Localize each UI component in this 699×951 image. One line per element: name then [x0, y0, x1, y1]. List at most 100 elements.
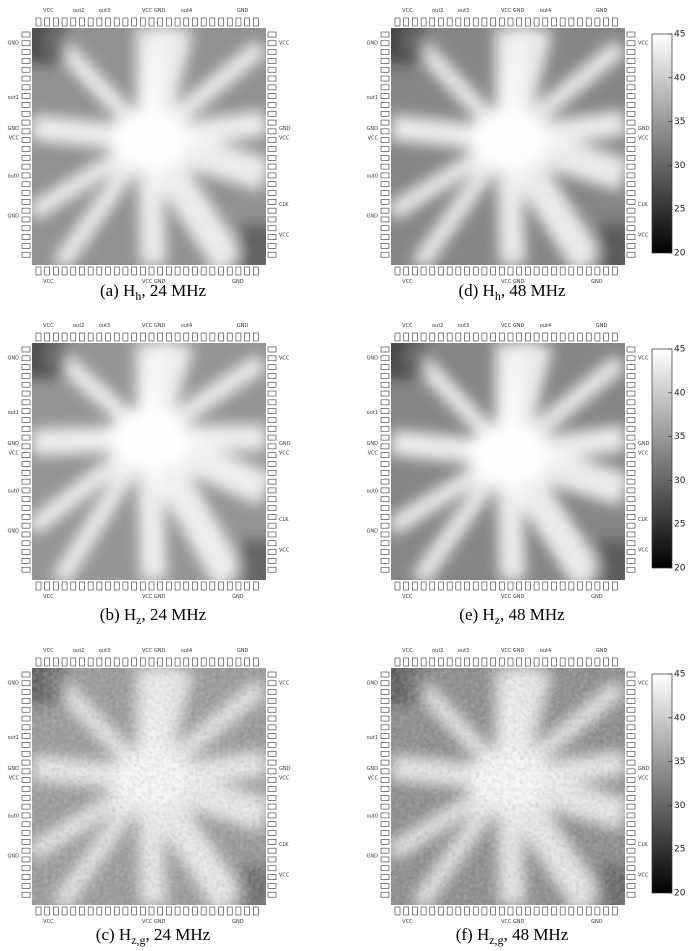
pin: [106, 658, 111, 666]
pin: [268, 199, 276, 204]
pin: [22, 400, 30, 405]
pin: [627, 365, 635, 370]
pin: [268, 769, 276, 774]
pin: [560, 907, 565, 915]
colorbar-tick-label: 45: [674, 670, 685, 680]
pin: [236, 333, 241, 341]
pin: [184, 267, 189, 275]
pin: [97, 333, 102, 341]
pin-label: out0: [8, 488, 19, 494]
pin-label: CLK: [638, 517, 648, 523]
pin: [53, 582, 58, 590]
pin: [184, 333, 189, 341]
pin: [627, 235, 635, 240]
pin: [166, 658, 171, 666]
pin-label: out1: [367, 735, 378, 741]
caption-prefix: (d) H: [458, 281, 494, 300]
pin: [465, 907, 470, 915]
pin: [62, 267, 67, 275]
pin: [627, 672, 635, 677]
pin: [175, 907, 180, 915]
pin: [22, 426, 30, 431]
pin: [430, 582, 435, 590]
pin: [534, 658, 539, 666]
pin: [627, 356, 635, 361]
pin: [586, 267, 591, 275]
pin: [627, 470, 635, 475]
pin: [404, 582, 409, 590]
pin: [473, 658, 478, 666]
center: [468, 424, 548, 484]
pin: [22, 698, 30, 703]
pin: [268, 523, 276, 528]
pin: [88, 658, 93, 666]
pin: [456, 582, 461, 590]
pin: [79, 333, 84, 341]
pin: [627, 698, 635, 703]
pin: [543, 582, 548, 590]
pin: [22, 778, 30, 783]
pin-label: VCC: [43, 323, 54, 329]
pin-label: CLK: [279, 517, 289, 523]
pin: [22, 558, 30, 563]
pin: [381, 444, 389, 449]
pin: [499, 267, 504, 275]
pin: [22, 488, 30, 493]
caption: (e) Hz, 48 MHz: [459, 605, 565, 627]
pin: [114, 18, 119, 26]
pin: [627, 550, 635, 555]
pin: [612, 907, 617, 915]
pin: [36, 907, 41, 915]
pin: [71, 907, 76, 915]
pin: [499, 18, 504, 26]
pin: [627, 523, 635, 528]
pin-label: VCC: [638, 41, 649, 47]
pin: [268, 426, 276, 431]
pin: [140, 907, 145, 915]
pin: [627, 129, 635, 134]
pin-label: VCC: [368, 775, 379, 781]
pin: [604, 582, 609, 590]
pin: [627, 94, 635, 99]
pin: [268, 760, 276, 765]
pin: [22, 725, 30, 730]
caption: (b) Hz, 24 MHz: [100, 605, 207, 627]
pin: [491, 907, 496, 915]
pin: [412, 907, 417, 915]
pin: [381, 365, 389, 370]
pin: [627, 426, 635, 431]
pin-label: CLK: [279, 202, 289, 208]
pin: [106, 18, 111, 26]
pin: [438, 658, 443, 666]
pin: [268, 839, 276, 844]
pin-label: out0: [8, 813, 19, 819]
pin: [381, 550, 389, 555]
pin: [578, 582, 583, 590]
pin: [456, 18, 461, 26]
colorbar-tick-label: 30: [674, 476, 686, 486]
pin: [268, 514, 276, 519]
pin: [79, 267, 84, 275]
pin: [627, 67, 635, 72]
pin: [381, 698, 389, 703]
pin: [62, 582, 67, 590]
pin: [412, 267, 417, 275]
pin: [22, 76, 30, 81]
pin: [551, 907, 556, 915]
pin: [268, 453, 276, 458]
pin: [551, 267, 556, 275]
pin: [499, 582, 504, 590]
pin: [253, 333, 258, 341]
pin: [106, 907, 111, 915]
pin: [114, 907, 119, 915]
pin: [210, 333, 215, 341]
pin: [22, 742, 30, 747]
pin-label: GND: [367, 126, 379, 132]
pin: [525, 333, 530, 341]
pin-label: GND: [367, 214, 379, 220]
pin-label: VCC: [402, 919, 413, 925]
pin: [627, 217, 635, 222]
pin: [123, 658, 128, 666]
pin: [627, 742, 635, 747]
pin-label: out4: [181, 648, 192, 654]
